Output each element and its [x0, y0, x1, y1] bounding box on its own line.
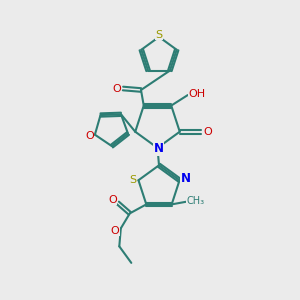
Text: S: S [130, 175, 136, 185]
Text: O: O [85, 131, 94, 141]
Text: O: O [112, 83, 121, 94]
Text: N: N [153, 142, 164, 155]
Text: CH₃: CH₃ [187, 196, 205, 206]
Text: O: O [110, 226, 119, 236]
Text: N: N [181, 172, 190, 185]
Text: O: O [108, 195, 117, 205]
Text: OH: OH [188, 88, 205, 99]
Text: S: S [155, 29, 163, 40]
Text: O: O [203, 127, 212, 137]
